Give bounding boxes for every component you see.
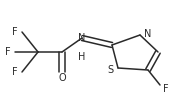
Text: H: H [78,52,86,62]
Text: N: N [78,33,86,43]
Text: F: F [12,67,18,77]
Text: S: S [108,65,114,75]
Text: F: F [12,27,18,37]
Text: F: F [5,47,11,57]
Text: F: F [163,84,169,94]
Text: N: N [144,29,151,39]
Text: O: O [58,73,66,83]
